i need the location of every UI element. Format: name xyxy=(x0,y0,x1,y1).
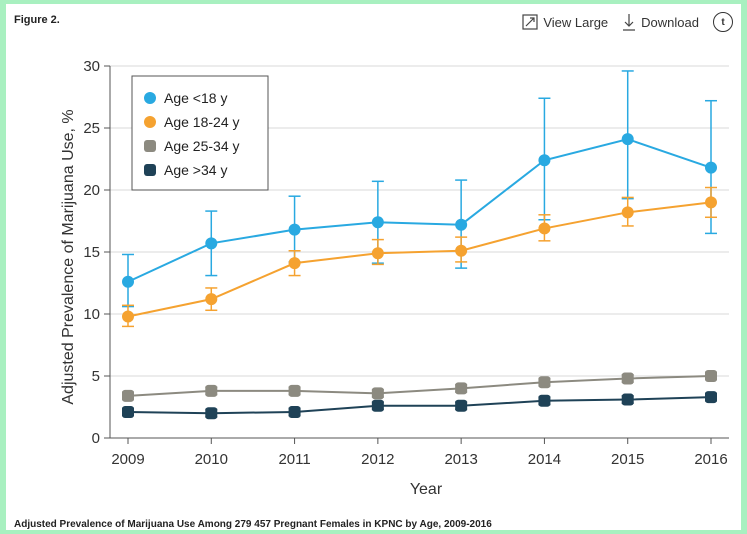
data-point xyxy=(288,405,301,418)
data-point xyxy=(288,384,301,397)
series-3 xyxy=(122,391,717,420)
data-point xyxy=(371,247,384,260)
data-point xyxy=(621,393,634,406)
y-tick-label: 25 xyxy=(83,120,100,137)
x-tick-label: 2016 xyxy=(694,451,727,468)
y-tick-label: 30 xyxy=(83,58,100,75)
axes: 0 5 10 15 20 25 30 2009 2010 2011 2012 2013 2014 2015… xyxy=(83,58,729,468)
figure-toolbar: View Large Download t xyxy=(522,12,733,32)
legend-marker xyxy=(144,140,156,152)
data-point xyxy=(705,370,717,382)
series-2 xyxy=(122,370,717,402)
series-1 xyxy=(122,186,717,328)
download-label: Download xyxy=(641,14,699,30)
data-point xyxy=(288,223,301,236)
figure-label: Figure 2. xyxy=(14,14,60,26)
x-tick-label: 2013 xyxy=(444,451,477,468)
y-tick-label: 5 xyxy=(92,368,100,385)
series-0 xyxy=(122,70,717,308)
data-point xyxy=(205,293,218,306)
data-point xyxy=(621,206,634,219)
x-tick-label: 2015 xyxy=(611,451,644,468)
data-point xyxy=(122,405,134,418)
series-line xyxy=(127,138,712,283)
data-point xyxy=(621,133,634,146)
data-point xyxy=(705,161,717,174)
x-tick-label: 2012 xyxy=(361,451,394,468)
legend: Age <18 y Age 18-24 y Age 25-34 y Age >34 y xyxy=(131,75,269,191)
x-axis-title: Year xyxy=(410,481,443,498)
y-tick-label: 0 xyxy=(92,430,100,447)
data-point xyxy=(455,399,468,412)
data-point xyxy=(455,244,468,257)
data-point xyxy=(538,222,551,235)
view-large-button[interactable]: View Large xyxy=(522,14,608,30)
data-point xyxy=(538,154,551,167)
chart: 0 5 10 15 20 25 30 2009 2010 2011 2012 2013 2014 2015… xyxy=(60,58,729,498)
data-point xyxy=(371,399,384,412)
data-point xyxy=(538,394,551,407)
y-tick-label: 20 xyxy=(83,182,100,199)
data-point xyxy=(621,372,634,385)
series xyxy=(122,70,717,420)
x-tick-label: 2010 xyxy=(195,451,228,468)
series-line xyxy=(127,201,712,318)
legend-label: Age 18-24 y xyxy=(164,114,240,130)
data-point xyxy=(538,376,551,389)
data-point xyxy=(205,407,218,420)
twitter-share-button[interactable]: t xyxy=(713,12,733,32)
download-button[interactable]: Download xyxy=(622,13,699,31)
data-point xyxy=(122,310,134,323)
data-point xyxy=(205,384,218,397)
download-icon xyxy=(622,13,636,31)
data-point xyxy=(122,275,134,288)
data-point xyxy=(288,257,301,270)
figure-caption: Adjusted Prevalence of Marijuana Use Amo… xyxy=(14,519,492,530)
legend-label: Age >34 y xyxy=(164,162,227,178)
y-tick-label: 15 xyxy=(83,244,100,261)
legend-label: Age <18 y xyxy=(164,90,227,106)
data-point xyxy=(455,218,468,231)
data-point xyxy=(371,387,384,400)
legend-marker xyxy=(144,92,156,104)
series-line xyxy=(127,375,712,397)
series-line xyxy=(127,396,712,415)
x-tick-label: 2011 xyxy=(278,451,310,468)
twitter-icon: t xyxy=(721,16,725,28)
data-point xyxy=(205,237,218,250)
x-tick-label: 2014 xyxy=(528,451,561,468)
data-point xyxy=(455,382,468,395)
x-tick-label: 2009 xyxy=(111,451,144,468)
data-point xyxy=(122,389,134,402)
y-axis-title: Adjusted Prevalence of Marijuana Use, % xyxy=(60,109,77,404)
legend-marker xyxy=(144,164,156,176)
legend-label: Age 25-34 y xyxy=(164,138,240,154)
y-tick-label: 10 xyxy=(83,306,100,323)
expand-icon xyxy=(522,14,538,30)
data-point xyxy=(705,196,717,209)
view-large-label: View Large xyxy=(543,14,609,30)
data-point xyxy=(705,391,717,404)
legend-marker xyxy=(144,116,156,128)
data-point xyxy=(371,216,384,229)
